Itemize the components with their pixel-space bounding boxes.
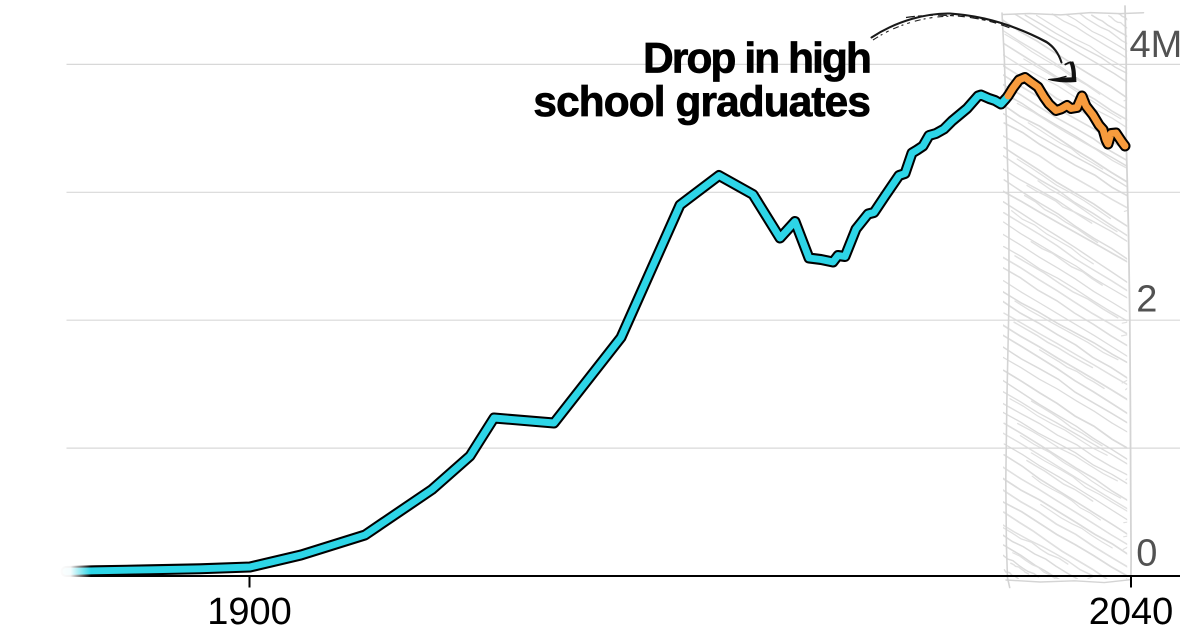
svg-text:0: 0 xyxy=(1136,533,1157,575)
svg-text:school graduates: school graduates xyxy=(533,78,870,125)
svg-text:4M: 4M xyxy=(1130,24,1183,66)
svg-text:2: 2 xyxy=(1136,279,1157,321)
svg-text:Drop in high: Drop in high xyxy=(643,35,870,82)
svg-text:2040: 2040 xyxy=(1089,591,1174,630)
svg-text:1900: 1900 xyxy=(207,591,292,630)
